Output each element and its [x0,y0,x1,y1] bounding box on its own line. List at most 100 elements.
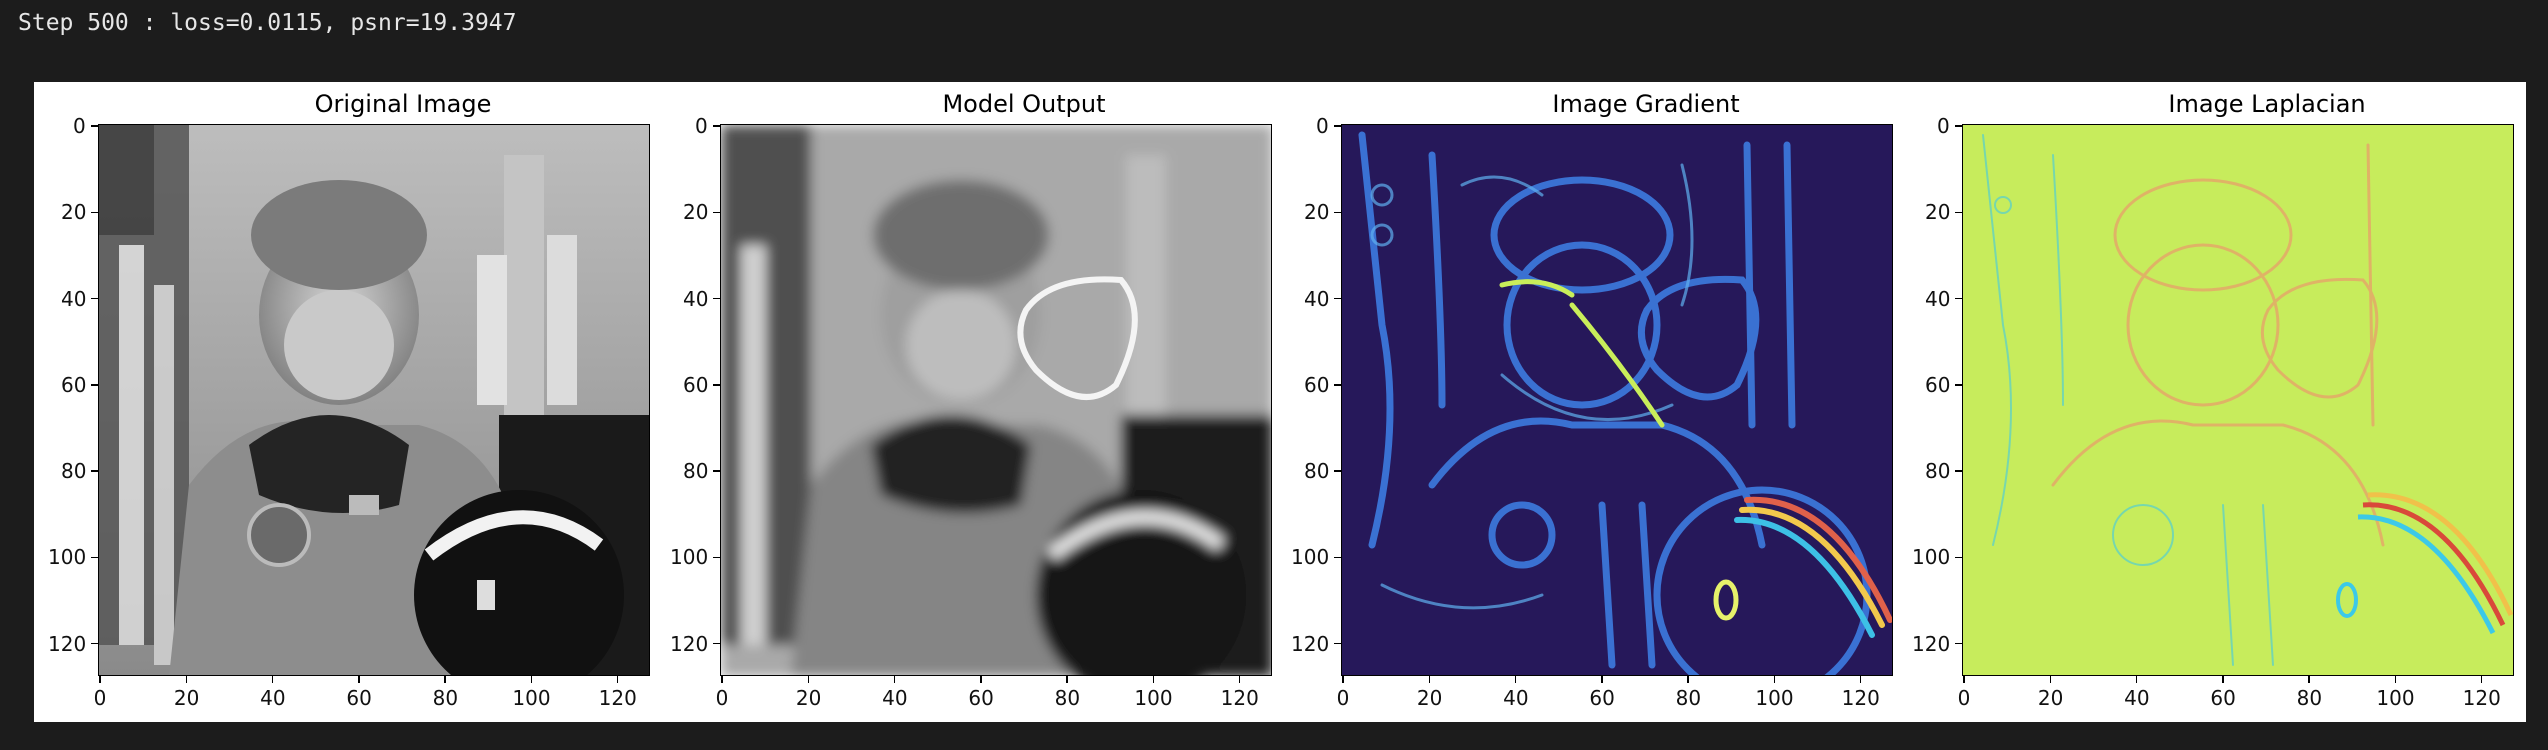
y-tick-label: 20 [1925,200,1951,225]
y-tick-mark [1334,125,1341,127]
x-tick-mark [807,676,810,683]
axes-image-gradient [1341,124,1893,676]
y-tick-label: 120 [670,631,709,656]
y-tick-mark [1334,642,1341,645]
y-tick-mark [713,297,720,300]
y-tick-label: 20 [61,200,87,225]
x-tick-mark [1963,676,1965,683]
x-tick-label: 80 [2296,686,2323,710]
y-tick-label: 0 [1316,114,1329,139]
x-tick-label: 40 [2124,686,2150,710]
panel-title-model-output: Model Output [942,90,1106,118]
x-tick-mark [1601,676,1603,683]
y-tick-mark [91,125,98,127]
y-tick-mark [1334,470,1341,472]
panel-title-laplacian: Image Laplacian [2168,90,2366,118]
x-tick-mark [2480,676,2483,683]
x-tick-mark [1687,676,1689,683]
y-tick-mark [1955,384,1962,386]
y-tick-mark [713,211,720,214]
x-tick-mark [1066,676,1068,683]
x-tick-label: 0 [1336,686,1350,710]
y-tick-label: 80 [1304,459,1330,484]
y-tick-mark [713,470,720,472]
x-tick-mark [1152,676,1155,683]
x-tick-mark [1342,676,1344,683]
x-tick-label: 80 [1675,686,1702,710]
y-tick-mark [713,384,720,386]
y-tick-mark [91,642,98,645]
axes-model-output [720,124,1272,676]
image-gradient [1342,125,1892,675]
x-tick-mark [185,676,188,683]
x-tick-label: 60 [346,686,372,710]
x-tick-mark [271,676,274,683]
x-tick-label: 120 [1220,686,1259,710]
flag-shape [99,125,189,665]
y-tick-mark [1955,211,1962,214]
y-tick-mark [1334,384,1341,386]
x-tick-mark [721,676,723,683]
x-tick-mark [444,676,446,683]
x-tick-mark [2135,676,2138,683]
x-tick-label: 40 [1503,686,1529,710]
y-tick-label: 100 [670,545,709,570]
y-tick-mark [1955,297,1962,300]
y-tick-label: 100 [1912,545,1951,570]
y-tick-mark [1955,125,1962,127]
y-tick-label: 0 [73,114,86,139]
image-model-output [721,125,1271,675]
x-tick-mark [2394,676,2397,683]
y-tick-mark [1955,556,1962,559]
y-tick-label: 80 [61,459,87,484]
y-tick-label: 40 [1304,286,1330,311]
x-tick-mark [980,676,982,683]
y-tick-mark [1955,642,1962,645]
x-tick-label: 100 [1755,686,1794,710]
x-tick-mark [2222,676,2224,683]
y-tick-label: 60 [683,372,709,397]
x-tick-label: 100 [512,686,551,710]
y-tick-mark [713,642,720,645]
x-tick-label: 0 [715,686,729,710]
y-tick-mark [713,556,720,559]
y-tick-label: 40 [683,286,709,311]
y-tick-mark [91,384,98,386]
y-tick-mark [1955,470,1962,472]
y-tick-label: 100 [48,545,87,570]
training-log-line: Step 500 : loss=0.0115, psnr=19.3947 [18,10,517,36]
y-tick-label: 0 [1937,114,1950,139]
y-tick-label: 100 [1291,545,1330,570]
x-tick-label: 120 [2462,686,2501,710]
x-tick-mark [2308,676,2310,683]
x-tick-mark [616,676,619,683]
figure: Original Image [34,82,2526,722]
y-tick-label: 20 [1304,200,1330,225]
x-tick-label: 60 [968,686,994,710]
x-tick-mark [1514,676,1517,683]
x-tick-mark [1428,676,1431,683]
y-tick-mark [713,125,720,127]
x-tick-mark [99,676,101,683]
x-tick-mark [358,676,360,683]
x-tick-label: 100 [1134,686,1173,710]
image-original [99,125,649,675]
y-tick-mark [91,470,98,472]
y-tick-label: 120 [48,631,87,656]
x-tick-label: 80 [432,686,459,710]
x-tick-label: 40 [882,686,908,710]
x-tick-label: 20 [1416,686,1443,710]
axes-original-image [98,124,650,676]
y-tick-mark [1334,297,1341,300]
x-tick-label: 0 [1957,686,1971,710]
x-tick-label: 20 [795,686,822,710]
image-laplacian [1963,125,2513,675]
x-tick-label: 60 [1589,686,1615,710]
x-tick-label: 100 [2376,686,2415,710]
x-tick-label: 0 [93,686,107,710]
x-tick-label: 60 [2210,686,2236,710]
x-tick-mark [530,676,533,683]
y-tick-mark [91,211,98,214]
y-tick-label: 120 [1291,631,1330,656]
